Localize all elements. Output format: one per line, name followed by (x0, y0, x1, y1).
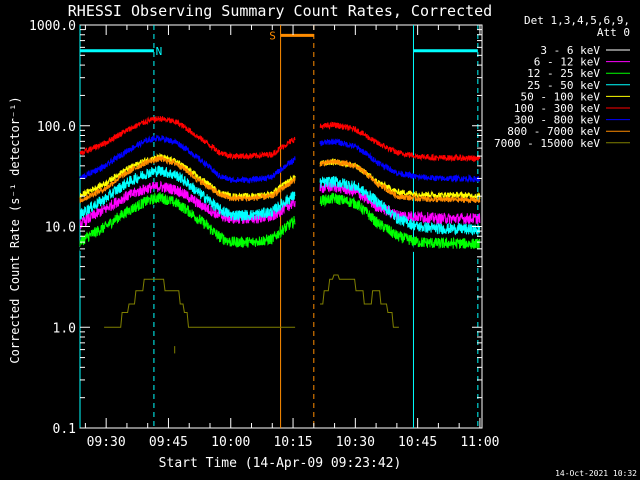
series-line-300-800-kev (79, 134, 481, 184)
y-tick-label: 1.0 (53, 321, 76, 336)
legend-header-line: Att 0 (597, 26, 630, 39)
x-tick-label: 11:00 (460, 435, 499, 450)
x-tick-label: 09:30 (87, 435, 126, 450)
x-tick-label: 10:30 (336, 435, 375, 450)
legend-entry-label: 100 - 300 keV (514, 102, 600, 115)
y-tick-label: 0.1 (53, 422, 76, 437)
x-tick-label: 10:45 (398, 435, 437, 450)
x-tick-label: 10:15 (273, 435, 312, 450)
legend-entry-label: 50 - 100 keV (521, 90, 601, 103)
night-label: N (156, 45, 163, 58)
series-line-50-100-kev (79, 152, 481, 201)
legend-entry-label: 3 - 6 keV (540, 44, 600, 57)
series-line-800-7000-kev (79, 154, 481, 204)
legend-entry-label: 7000 - 15000 keV (494, 137, 600, 150)
legend-header: Det 1,3,4,5,6,9,Att 0 (524, 14, 630, 39)
saa-label: S (269, 29, 276, 42)
legend-entry-label: 25 - 50 keV (527, 79, 600, 92)
y-tick-label: 10.0 (45, 221, 76, 236)
series-layer (79, 115, 481, 354)
legend-header-line: Det 1,3,4,5,6,9, (524, 14, 630, 27)
chart-title: RHESSI Observing Summary Count Rates, Co… (68, 2, 492, 20)
legend-entry-label: 6 - 12 keV (534, 56, 601, 69)
series-line-25-50-kev (79, 165, 481, 236)
series-line-12-25-kev (79, 191, 481, 250)
x-axis-label: Start Time (14-Apr-09 09:23:42) (159, 456, 402, 471)
y-tick-label: 1000.0 (29, 19, 76, 34)
legend-entry-label: 800 - 7000 keV (507, 125, 600, 138)
footer-timestamp: 14-Oct-2021 10:32 (555, 469, 637, 478)
series-line-100-300-kev (79, 115, 481, 163)
legend-entry-label: 300 - 800 keV (514, 114, 600, 127)
y-axis-label: Corrected Count Rate (s⁻¹ detector⁻¹) (8, 96, 22, 363)
series-line-7000-15000-kev (104, 274, 399, 328)
legend-entry-label: 12 - 25 keV (527, 67, 600, 80)
x-tick-label: 10:00 (211, 435, 250, 450)
x-axis: 09:30 09:45 10:00 10:15 10:30 10:45 11:00 (84, 25, 499, 450)
y-tick-label: 100.0 (37, 120, 76, 135)
y-axis: 0.1 1.0 10.0 100.0 1000.0 (29, 19, 482, 437)
x-tick-label: 09:45 (149, 435, 188, 450)
